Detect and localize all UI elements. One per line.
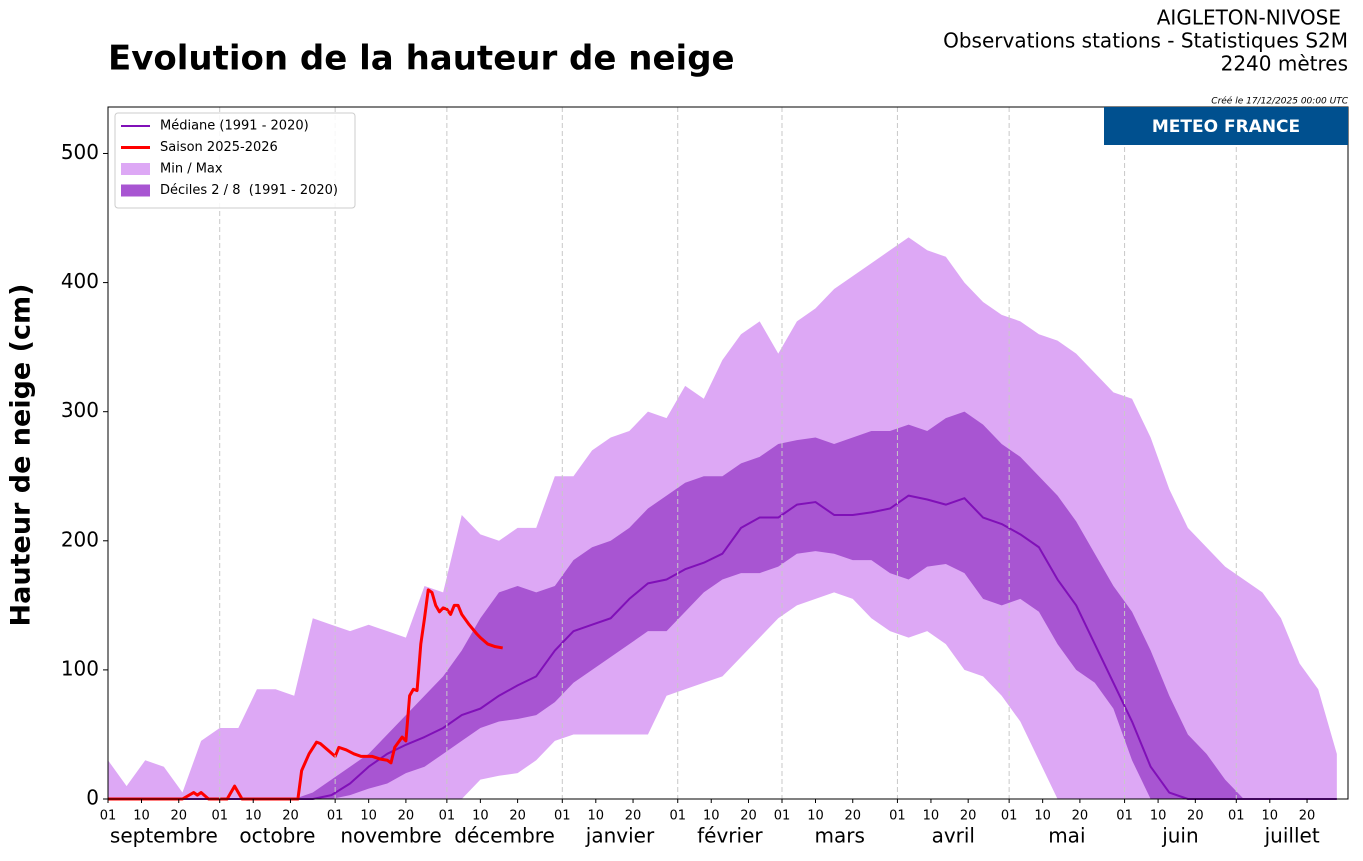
y-tick-label: 200: [61, 527, 99, 551]
plot-area: 01 10 20 01 10 20 01 10 20 01 10 20 01 10 20 01 10 20 01 10…: [61, 106, 1349, 848]
x-tick-label: 01: [669, 809, 686, 824]
x-tick-label: 10: [133, 809, 150, 824]
x-tick-label: 01: [211, 809, 228, 824]
x-tick-label: 20: [1072, 809, 1089, 824]
legend-label: Déciles 2 / 8 (1991 - 2020): [160, 183, 338, 198]
x-tick-label: 20: [1299, 809, 1316, 824]
x-tick-label: 20: [282, 809, 299, 824]
legend-swatch: [121, 163, 150, 175]
y-tick-label: 500: [61, 140, 99, 164]
y-tick-label: 100: [61, 656, 99, 680]
legend-box: [114, 112, 356, 209]
x-tick-label: 01: [889, 809, 906, 824]
month-label: décembre: [454, 824, 555, 848]
x-tick-label: 10: [588, 809, 605, 824]
header-line: AIGLETON-NIVOSE: [1157, 6, 1341, 30]
x-tick-label: 10: [807, 809, 824, 824]
y-axis-label: Hauteur de neige (cm): [6, 284, 37, 627]
x-tick-label: 10: [245, 809, 262, 824]
month-label: novembre: [340, 824, 441, 848]
chart-title: Evolution de la hauteur de neige: [108, 39, 735, 79]
logo: METEO FRANCE: [1152, 117, 1300, 137]
month-label: juillet: [1264, 824, 1320, 848]
month-label: juin: [1161, 824, 1198, 848]
x-tick-label: 20: [509, 809, 526, 824]
x-tick-label: 10: [1034, 809, 1051, 824]
x-tick-label: 10: [1262, 809, 1279, 824]
x-tick-label: 20: [170, 809, 187, 824]
x-tick-label: 01: [439, 809, 456, 824]
x-tick-label: 01: [1001, 809, 1018, 824]
x-tick-label: 20: [625, 809, 642, 824]
x-tick-label: 10: [472, 809, 489, 824]
band-area: [108, 411, 1337, 799]
x-tick-label: 20: [960, 809, 977, 824]
month-label: mai: [1048, 824, 1085, 848]
y-tick-label: 300: [61, 398, 99, 422]
created-note: Créé le 17/12/2025 00:00 UTC: [1211, 96, 1348, 107]
y-tick-label: 400: [61, 269, 99, 293]
line: [108, 588, 503, 801]
legend-label: Saison 2025-2026: [160, 140, 278, 155]
y-tick-label: 0: [86, 786, 99, 810]
x-tick-label: 10: [360, 809, 377, 824]
month-label: janvier: [585, 824, 655, 848]
legend-label: Min / Max: [160, 162, 223, 177]
x-tick-label: 20: [398, 809, 415, 824]
plot-frame: [107, 106, 1349, 800]
x-tick-label: 10: [923, 809, 940, 824]
x-tick-label: 01: [327, 809, 344, 824]
month-label: octobre: [239, 824, 315, 848]
x-tick-label: 01: [774, 809, 791, 824]
legend-swatch: [121, 184, 150, 197]
month-label: septembre: [110, 824, 218, 848]
legend-label: Médiane (1991 - 2020): [160, 119, 309, 134]
month-label: avril: [932, 824, 975, 848]
x-tick-label: 01: [554, 809, 571, 824]
logo-box: [1104, 107, 1348, 145]
header-line: 2240 mètres: [1221, 52, 1348, 76]
x-tick-label: 01: [100, 809, 117, 824]
header-line: Observations stations - Statistiques S2M: [943, 29, 1348, 53]
x-tick-label: 20: [844, 809, 861, 824]
x-tick-label: 20: [740, 809, 757, 824]
x-tick-label: 10: [703, 809, 720, 824]
x-tick-label: 01: [1116, 809, 1133, 824]
x-tick-label: 20: [1187, 809, 1204, 824]
month-label: mars: [815, 824, 865, 848]
x-tick-label: 01: [1228, 809, 1245, 824]
x-tick-label: 10: [1150, 809, 1167, 824]
month-label: février: [697, 824, 763, 848]
